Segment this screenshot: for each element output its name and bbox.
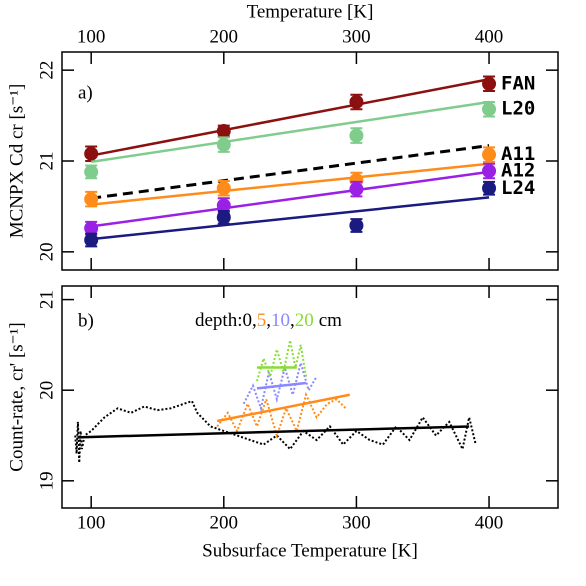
- data-point: [84, 233, 99, 248]
- fit-line: [90, 78, 490, 157]
- legend-entry: 20: [295, 310, 314, 331]
- x-tick-label: 200: [210, 512, 239, 533]
- data-point: [84, 164, 99, 179]
- data-point: [84, 221, 99, 236]
- data-point: [482, 181, 497, 196]
- data-point: [216, 210, 231, 225]
- fit-line: [91, 170, 490, 228]
- y-tick-label: 21: [36, 290, 57, 309]
- data-point: [84, 146, 99, 161]
- legend-entry: 5: [257, 310, 267, 331]
- x-tick-label: 300: [342, 512, 371, 533]
- data-point: [482, 147, 497, 162]
- fit-line: [216, 393, 351, 423]
- x-axis-label: Subsurface Temperature [K]: [202, 540, 418, 561]
- data-point: [482, 163, 497, 178]
- legend-label: L24: [501, 177, 535, 199]
- data-point: [349, 94, 364, 109]
- legend-unit: cm: [319, 310, 342, 331]
- data-point: [216, 137, 231, 152]
- panel-b-frame: [61, 285, 559, 509]
- data-line: [242, 359, 318, 412]
- legend-label: A11: [501, 143, 535, 165]
- data-line: [255, 340, 308, 382]
- data-point: [349, 182, 364, 197]
- top-x-tick-label: 300: [342, 26, 371, 47]
- legend: depth:0,5,10,20 cm: [195, 310, 342, 331]
- y-tick-label: 20: [36, 381, 57, 400]
- legend-label: FAN: [501, 72, 535, 94]
- x-tick-label: 400: [475, 512, 504, 533]
- legend-entry: 0: [243, 310, 253, 331]
- fit-line: [91, 162, 490, 206]
- panel-label: b): [78, 310, 94, 331]
- legend-label: L20: [501, 98, 535, 120]
- data-line: [216, 391, 347, 439]
- y-axis-label: Count-rate, cr' [s⁻¹]: [6, 322, 27, 471]
- data-line: [74, 399, 477, 463]
- legend-label: A12: [501, 159, 535, 181]
- fit-line: [90, 100, 490, 164]
- top-x-tick-label: 100: [77, 26, 106, 47]
- fit-line: [91, 196, 490, 241]
- fit-line: [77, 425, 470, 439]
- data-point: [482, 76, 497, 91]
- y-tick-label: 20: [36, 242, 57, 261]
- y-tick-label: 19: [36, 471, 57, 490]
- y-tick-label: 21: [36, 152, 57, 171]
- y-axis-label: MCNPX Cd cr [s⁻¹]: [6, 84, 27, 239]
- data-point: [349, 128, 364, 143]
- legend-separator: ,: [290, 310, 295, 331]
- fit-line: [256, 381, 307, 390]
- data-point: [216, 181, 231, 196]
- data-point: [84, 192, 99, 207]
- data-point: [482, 102, 497, 117]
- data-point: [216, 198, 231, 213]
- y-tick-label: 22: [36, 61, 57, 80]
- legend-title: depth:: [195, 310, 243, 331]
- legend-separator: ,: [252, 310, 257, 331]
- top-x-axis-label: Temperature [K]: [247, 1, 374, 22]
- dashed-line: [90, 144, 490, 200]
- top-x-tick-label: 400: [475, 26, 504, 47]
- legend-entry: 10: [271, 310, 290, 331]
- legend-separator: ,: [266, 310, 271, 331]
- data-point: [349, 218, 364, 233]
- x-tick-label: 100: [77, 512, 106, 533]
- data-point: [216, 124, 231, 139]
- panel-label: a): [78, 82, 93, 103]
- top-x-tick-label: 200: [210, 26, 239, 47]
